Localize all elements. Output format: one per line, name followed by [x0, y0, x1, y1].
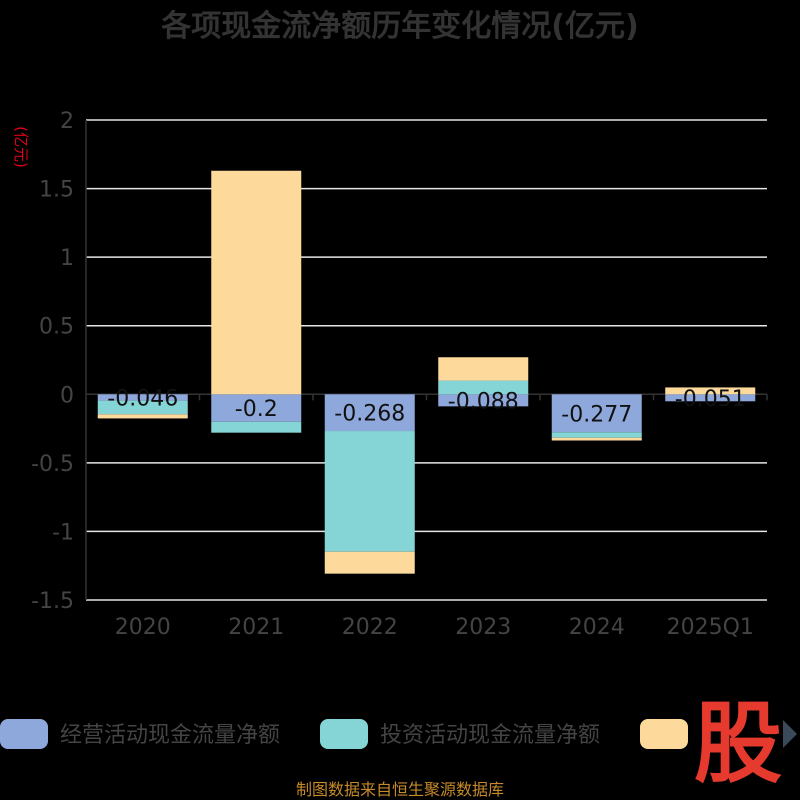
data-label: -0.268 [334, 402, 405, 427]
x-tick-label: 2021 [228, 615, 284, 640]
legend[interactable]: 经营活动现金流量净额 投资活动现金流量净额 [0, 719, 688, 749]
data-label: -0.046 [107, 386, 178, 411]
y-tick-label: -1.5 [31, 589, 74, 614]
bar-segment-series-1[interactable] [211, 421, 302, 433]
bar-segment-series-0[interactable] [211, 394, 302, 422]
legend-swatch [0, 719, 48, 749]
legend-label: 经营活动现金流量净额 [60, 723, 280, 748]
bar-segment-series-0[interactable] [551, 394, 642, 433]
x-tick-label: 2023 [455, 615, 511, 640]
source-footer: 制图数据来自恒生聚源数据库 [296, 780, 504, 799]
y-tick-label: 0 [60, 383, 74, 408]
bar-segment-series-1[interactable] [324, 431, 415, 552]
bar-segment-series-0[interactable] [324, 394, 415, 432]
y-tick-label: -0.5 [31, 452, 74, 477]
grid [85, 119, 768, 601]
data-label: -0.051 [675, 387, 746, 412]
legend-swatch [640, 719, 688, 749]
bar-segment-series-2[interactable] [665, 387, 756, 395]
y-tick-label: 0.5 [39, 315, 74, 340]
data-labels: -0.046 -0.2 -0.268 -0.088 -0.277 -0.051 [107, 386, 745, 427]
chart-title: 各项现金流净额历年变化情况(亿元) [160, 9, 638, 44]
legend-item-1[interactable]: 投资活动现金流量净额 [320, 719, 600, 749]
bar-segment-series-2[interactable] [324, 551, 415, 574]
x-tick-label: 2020 [115, 615, 171, 640]
y-axis-ticks: 2 1.5 1 0.5 0 -0.5 -1 -1.5 [31, 109, 74, 614]
x-tick-label: 2025Q1 [667, 615, 754, 640]
data-label: -0.2 [235, 397, 278, 422]
bar-segment-series-1[interactable] [438, 380, 529, 395]
y-tick-label: -1 [52, 520, 74, 545]
bar-segment-series-1[interactable] [551, 432, 642, 438]
bar-segment-series-2[interactable] [97, 414, 188, 419]
brand-logo: 股 [694, 692, 782, 795]
bar-segment-series-2[interactable] [551, 437, 642, 441]
legend-item-2[interactable] [640, 719, 688, 749]
x-tick-label: 2022 [342, 615, 398, 640]
bar-segment-series-2[interactable] [211, 170, 302, 395]
x-tick-label: 2024 [569, 615, 625, 640]
y-axis-unit: (亿元) [12, 126, 30, 168]
bars [97, 170, 756, 574]
legend-label: 投资活动现金流量净额 [380, 723, 600, 748]
legend-item-0[interactable]: 经营活动现金流量净额 [0, 719, 280, 749]
data-label: -0.088 [448, 389, 519, 414]
y-tick-label: 1 [60, 246, 74, 271]
bar-segment-series-0[interactable] [665, 394, 756, 402]
bar-segment-series-1[interactable] [97, 400, 188, 415]
y-tick-label: 2 [60, 109, 74, 134]
bar-segment-series-2[interactable] [438, 357, 529, 381]
bar-segment-series-0[interactable] [97, 394, 188, 401]
y-tick-label: 1.5 [39, 178, 74, 203]
legend-next-arrow-icon[interactable] [783, 720, 797, 748]
data-label: -0.277 [561, 402, 632, 427]
legend-swatch [320, 719, 368, 749]
x-axis-ticks: 2020 2021 2022 2023 2024 2025Q1 [115, 615, 754, 640]
bar-segment-series-0[interactable] [438, 394, 529, 407]
